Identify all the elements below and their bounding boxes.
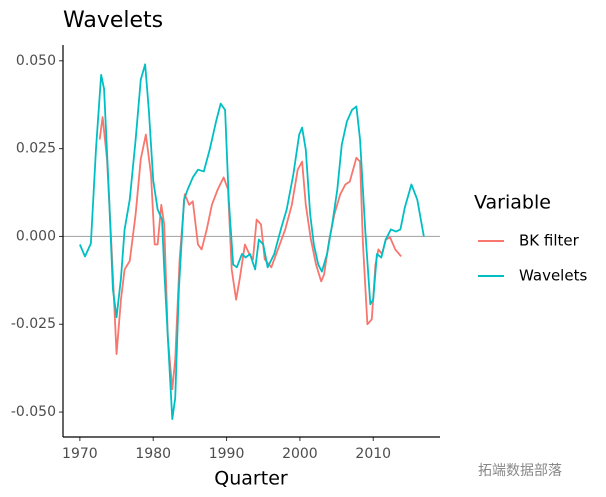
x-axis-title: Quarter	[214, 468, 288, 490]
y-tick-label: 0.050	[16, 53, 56, 69]
x-tick-label: 2000	[282, 446, 318, 462]
x-tick-label: 1980	[135, 446, 171, 462]
y-tick-label: -0.050	[11, 404, 56, 420]
series-line	[98, 116, 402, 391]
legend-title: Variable	[474, 192, 551, 214]
x-tick-label: 2010	[355, 446, 391, 462]
y-tick-label: 0.000	[16, 228, 56, 244]
y-tick-label: -0.025	[11, 316, 56, 332]
x-tick-label: 1990	[209, 446, 245, 462]
legend-label: BK filter	[519, 232, 580, 250]
series-line	[79, 63, 425, 420]
legend-label: Wavelets	[519, 267, 587, 285]
watermark: 拓端数据部落	[478, 463, 562, 479]
y-tick-label: 0.025	[16, 141, 56, 157]
chart-title: Wavelets	[63, 8, 163, 33]
x-tick-label: 1970	[62, 446, 98, 462]
